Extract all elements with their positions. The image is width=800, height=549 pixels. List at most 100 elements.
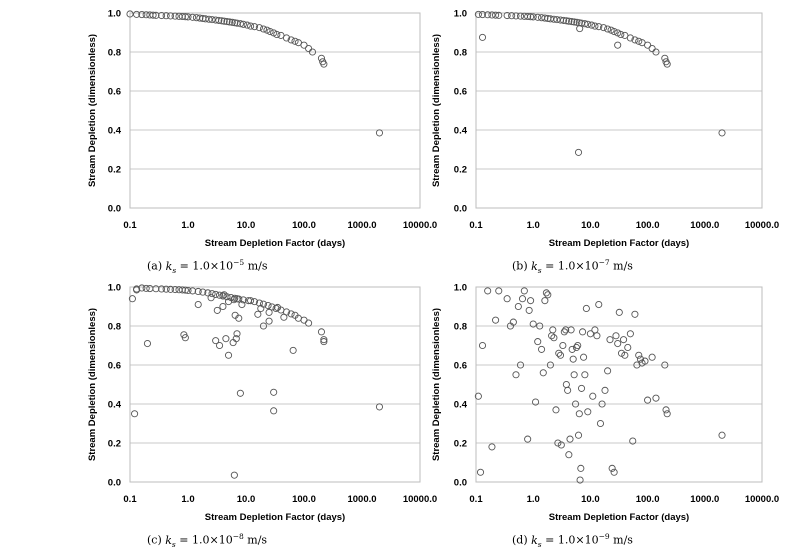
data-point [595,23,603,31]
caption-units: m/s [247,259,268,273]
data-point [178,12,186,21]
caption-mantissa: 1.0 [192,259,210,273]
data-point [527,297,535,305]
data-point [566,435,574,443]
y-axis-title: Stream Depletion (dimensionless) [87,308,98,461]
data-point [152,285,160,293]
data-point [568,18,576,26]
data-point [644,396,652,404]
caption-prefix: (a) [147,259,163,273]
data-point [222,335,230,343]
data-point [576,25,584,33]
data-point [204,289,212,297]
data-point [254,310,262,318]
data-point [652,394,660,402]
caption-mantissa: 1.0 [192,533,210,547]
caption-d: (d) ks = 1.0×10−9 m/s [512,532,633,549]
data-point [212,337,220,345]
data-point [601,386,609,394]
data-point [474,392,482,400]
plot-area [475,286,763,483]
data-point [194,287,202,296]
x-tick-label: 100.0 [292,494,316,505]
data-point [291,37,299,45]
y-tick-label: 0.6 [108,361,121,372]
data-point [565,451,573,459]
data-point [196,14,204,22]
data-point [259,322,268,330]
plot-area [129,286,421,483]
data-point [272,304,280,313]
data-point [219,292,227,300]
y-tick-label: 1.0 [108,9,121,20]
data-point [223,18,231,26]
data-point [574,341,582,350]
data-point [158,285,166,293]
data-point [644,41,652,49]
data-point [171,285,179,294]
data-point [233,295,241,303]
x-axis-title: Stream Depletion Factor (days) [205,512,345,523]
data-point [280,313,288,321]
data-point [201,15,210,23]
data-point [228,18,236,26]
data-point [266,27,274,36]
data-point [556,351,565,359]
data-point [586,330,594,338]
data-point [218,17,226,25]
caption-prefix: (b) [512,259,528,273]
data-point [508,12,516,20]
caption-units: m/s [613,533,633,547]
data-point [287,36,295,44]
data-point [282,34,291,42]
data-point [534,338,542,346]
data-point [582,304,590,313]
data-point [230,471,238,479]
data-point [317,328,326,336]
data-point [238,300,246,309]
y-tick-label: 0.2 [454,165,467,176]
data-point [512,12,520,20]
data-point [529,320,537,328]
y-tick-label: 0.8 [108,322,121,333]
data-point [229,339,237,347]
data-point [509,318,517,326]
data-point [181,334,189,342]
data-point [232,335,240,343]
data-point [320,60,328,68]
data-point [516,361,525,369]
x-tick-label: 100.0 [292,220,316,231]
data-point [189,287,197,295]
data-point [131,410,139,418]
data-point [569,355,577,363]
data-point [626,34,634,42]
data-point [621,351,629,359]
data-point [620,336,628,344]
data-point [142,284,150,292]
data-point [541,297,549,305]
x-tick-label: 0.1 [123,220,137,231]
data-point [574,148,583,156]
data-point [287,310,295,318]
data-point [608,464,616,472]
data-point [215,16,223,24]
panel-a: 0.0 0.2 0.4 0.6 0.8 1.0 0.1 1.0 10.0 100.0 1000.0 1… [87,9,437,250]
data-point [525,306,533,314]
data-point [559,341,567,350]
y-tick-label: 0.8 [454,322,467,333]
x-tick-label: 100.0 [636,494,660,505]
data-point [184,13,192,21]
data-point [219,302,227,311]
data-point [247,22,255,30]
data-point [225,18,234,26]
data-point [194,300,202,309]
data-point [250,298,259,306]
caption-symbol: ks [165,259,177,275]
data-point [595,300,603,309]
caption-exponent: −9 [598,532,610,541]
data-point [579,328,587,336]
data-point [577,384,586,392]
data-point [567,326,575,334]
data-point [570,18,578,26]
data-point [133,10,141,18]
